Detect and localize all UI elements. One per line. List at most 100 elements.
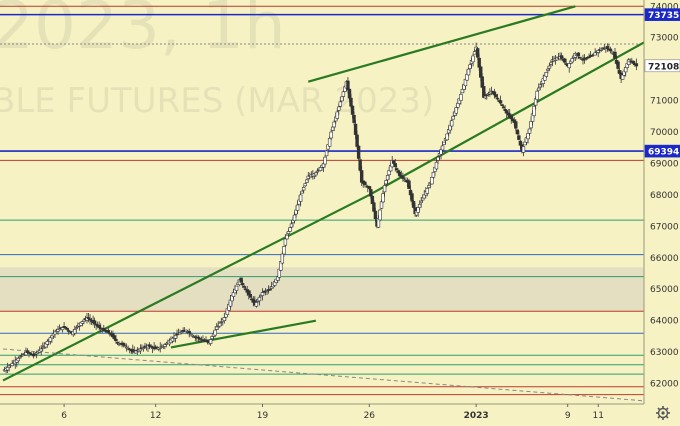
- candle-body: [381, 193, 385, 203]
- candle-body: [610, 51, 614, 54]
- watermark-line2: BLE FUTURES (MAR 2023): [0, 81, 434, 121]
- candle-body: [295, 204, 300, 211]
- candle-body: [173, 335, 178, 339]
- price-badge-label: 72108: [648, 62, 679, 72]
- candle-body: [410, 193, 414, 202]
- candle-body: [99, 327, 103, 330]
- candle-body: [421, 197, 425, 201]
- candle-body: [74, 327, 79, 329]
- candle-body: [215, 326, 219, 330]
- candle-body: [445, 133, 449, 141]
- candle-body: [431, 171, 436, 178]
- candle-body: [213, 329, 217, 336]
- candle-body: [329, 131, 333, 139]
- candle-body: [282, 246, 286, 255]
- candle-body: [60, 327, 65, 331]
- y-tick-label: 66000: [650, 254, 679, 264]
- watermark-line1: 2023, 1h: [0, 0, 286, 64]
- candle-body: [73, 329, 77, 334]
- candle-body: [97, 325, 101, 328]
- candle-body: [498, 100, 503, 104]
- candle-body: [535, 90, 539, 100]
- candle-body: [367, 186, 372, 189]
- x-tick-label: 11: [592, 411, 603, 421]
- candle-body: [454, 107, 458, 114]
- candle-body: [350, 105, 355, 115]
- candle-body: [347, 88, 352, 99]
- candle-body: [208, 339, 213, 344]
- candle-body: [41, 346, 45, 349]
- candle-body: [114, 338, 118, 342]
- y-tick-label: 65000: [650, 285, 679, 295]
- candle-body: [248, 293, 252, 298]
- candle-body: [288, 227, 292, 232]
- candle-body: [378, 209, 382, 221]
- watermark: 2023, 1h BLE FUTURES (MAR 2023): [0, 0, 434, 121]
- candle-body: [218, 322, 222, 327]
- candle-body: [332, 121, 336, 128]
- candle-body: [283, 238, 288, 246]
- candle-body: [289, 223, 294, 228]
- y-tick-label: 73000: [650, 34, 679, 44]
- x-tick-label: 19: [257, 411, 269, 421]
- candle-body: [527, 128, 532, 134]
- candle-body: [242, 285, 246, 288]
- candle-body: [239, 277, 243, 283]
- candle-body: [341, 91, 346, 97]
- candles: [2, 42, 639, 374]
- candle-body: [509, 116, 513, 120]
- candle-body: [163, 344, 167, 347]
- candle-body: [16, 358, 21, 362]
- candle-body: [352, 114, 356, 123]
- candle-body: [425, 188, 429, 194]
- candle-body: [500, 104, 504, 106]
- candle-body: [419, 200, 423, 204]
- candle-body: [300, 190, 304, 194]
- candle-body: [372, 202, 376, 212]
- horizontal-levels: [0, 5, 644, 396]
- candle-body: [112, 335, 117, 340]
- settings-gear-icon[interactable]: [656, 406, 670, 420]
- candle-body: [346, 80, 350, 91]
- candle-body: [483, 95, 487, 99]
- y-tick-label: 74000: [650, 2, 679, 12]
- price-badge: [644, 8, 680, 21]
- candle-body: [450, 120, 454, 127]
- candle-body: [608, 48, 613, 52]
- y-tick-label: 63000: [650, 348, 679, 358]
- candle-body: [65, 327, 69, 330]
- candle-body: [254, 302, 259, 307]
- candle-body: [631, 60, 636, 64]
- candle-body: [422, 194, 426, 199]
- candle-body: [121, 342, 126, 346]
- candle-body: [268, 288, 272, 291]
- candle-body: [82, 319, 86, 322]
- candle-body: [324, 150, 329, 157]
- candle-body: [495, 97, 500, 100]
- candle-body: [440, 145, 445, 151]
- candle-body: [411, 201, 416, 208]
- x-tick-label: 2023: [464, 411, 489, 421]
- candle-body: [39, 348, 43, 352]
- candle-body: [18, 356, 22, 359]
- candle-body: [570, 58, 574, 63]
- trendline: [170, 319, 317, 349]
- trendlines: [2, 5, 645, 402]
- candle-body: [407, 180, 411, 189]
- candle-body: [460, 88, 465, 94]
- price-badge: [644, 59, 680, 73]
- candle-body: [590, 55, 594, 57]
- candle-body: [149, 345, 153, 348]
- y-tick-label: 67000: [650, 222, 679, 232]
- band-rect: [0, 267, 644, 312]
- candle-body: [222, 317, 227, 321]
- candle-body: [123, 345, 127, 348]
- candle-body: [28, 352, 33, 355]
- y-tick-label: 69000: [650, 159, 679, 169]
- candle-body: [517, 135, 521, 140]
- plot-background: [0, 0, 644, 404]
- candle-body: [581, 59, 585, 61]
- candle-body: [395, 168, 399, 171]
